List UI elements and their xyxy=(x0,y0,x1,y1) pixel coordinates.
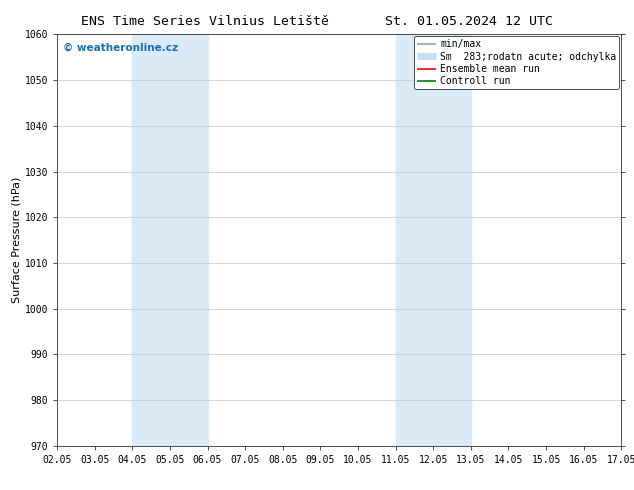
Text: © weatheronline.cz: © weatheronline.cz xyxy=(63,43,178,52)
Legend: min/max, Sm  283;rodatn acute; odchylka, Ensemble mean run, Controll run: min/max, Sm 283;rodatn acute; odchylka, … xyxy=(414,36,619,89)
Y-axis label: Surface Pressure (hPa): Surface Pressure (hPa) xyxy=(12,177,22,303)
Text: ENS Time Series Vilnius Letiště       St. 01.05.2024 12 UTC: ENS Time Series Vilnius Letiště St. 01.0… xyxy=(81,15,553,28)
Bar xyxy=(396,34,471,446)
Bar xyxy=(133,34,207,446)
